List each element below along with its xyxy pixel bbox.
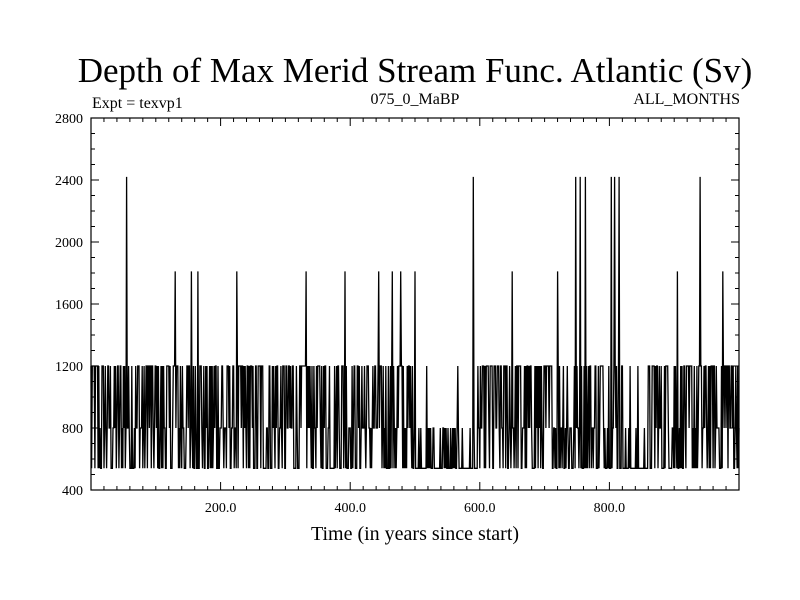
y-tick-label: 1600	[55, 298, 83, 313]
period-label: 075_0_MaBP	[371, 91, 460, 108]
axes-layer: 400 800 1200 1600 2000 2400 2800 200.0 400.0 600.…	[55, 112, 740, 516]
y-tick-label: 2400	[55, 174, 83, 189]
series-layer	[90, 176, 740, 469]
x-tick-label: 600.0	[464, 501, 496, 516]
y-tick-label: 800	[62, 422, 83, 437]
x-axis-label: Time (in years since start)	[311, 523, 519, 545]
y-tick-label: 2000	[55, 236, 83, 251]
experiment-label: Expt = texvp1	[92, 95, 183, 112]
x-tick-label: 800.0	[594, 501, 626, 516]
chart-title: Depth of Max Merid Stream Func. Atlantic…	[78, 51, 753, 90]
depth-series-line	[90, 176, 740, 469]
y-tick-label: 2800	[55, 112, 83, 127]
months-label: ALL_MONTHS	[633, 91, 740, 108]
x-tick-label: 400.0	[334, 501, 366, 516]
y-tick-label: 400	[62, 484, 83, 499]
y-tick-label: 1200	[55, 360, 83, 375]
x-tick-label: 200.0	[205, 501, 237, 516]
